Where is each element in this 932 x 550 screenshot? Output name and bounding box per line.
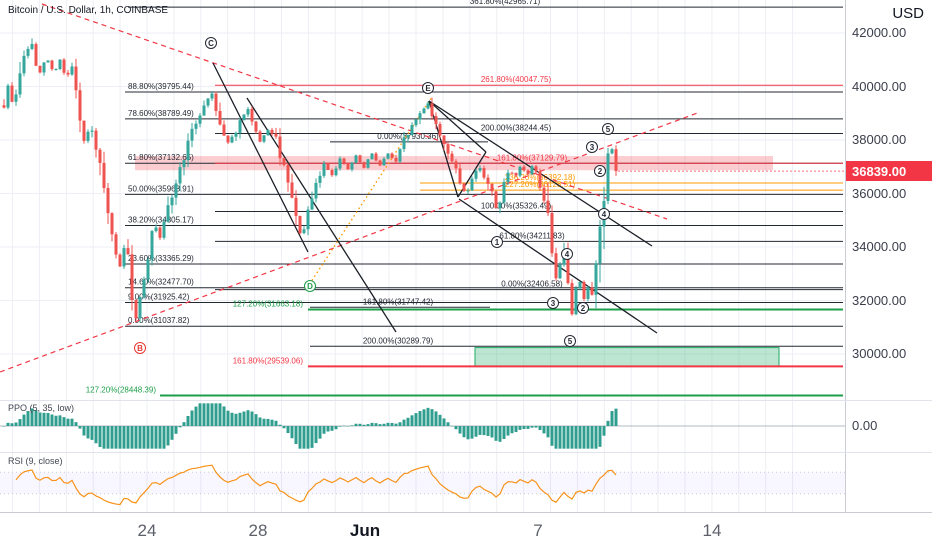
price-axis[interactable]: USD 42000.00 40000.00 38000.00 36000.00 3400… — [845, 0, 932, 512]
wave-label: 5 — [602, 123, 614, 135]
rsi-indicator-label[interactable]: RSI (9, close) — [8, 456, 63, 466]
rsi-plot — [0, 464, 845, 506]
fib-label: 61.80%(34211.83) — [499, 231, 565, 240]
svg-text:3: 3 — [590, 143, 595, 152]
fib-label: 23.60%(33365.29) — [128, 254, 194, 263]
time-axis-label: 14 — [702, 521, 722, 540]
time-axis-label: 28 — [248, 521, 268, 540]
symbol-legend[interactable]: Bitcoin / U.S. Dollar, 1h, COINBASE — [8, 5, 169, 16]
svg-text:1: 1 — [495, 238, 500, 247]
wave-label: 2 — [577, 302, 589, 314]
wave-label: C — [205, 37, 217, 49]
pane-separator[interactable] — [845, 452, 932, 453]
wave-label: 1 — [491, 236, 503, 248]
ppo-zero-label: 0.00 — [852, 418, 878, 433]
wave-label: E — [422, 82, 434, 94]
zones[interactable] — [135, 156, 780, 368]
price-axis-label: 38000.00 — [852, 132, 907, 147]
trend-lines[interactable] — [0, 3, 701, 373]
trend-line-dashed — [0, 111, 701, 373]
support-zone — [474, 347, 780, 368]
fib-label: 161.80%(29539.06) — [233, 356, 304, 365]
svg-text:4: 4 — [565, 250, 570, 259]
fib-label: 361.80%(42965.71) — [470, 0, 541, 6]
trend-line-dashed — [41, 3, 668, 220]
ppo-indicator-label[interactable]: PPO (5, 35, low) — [8, 403, 75, 413]
time-axis[interactable]: 24 28 Jun 7 14 — [0, 512, 932, 550]
chart-canvas[interactable]: 361.80%(42965.71) 261.80%(40047.75) 88.80%… — [0, 0, 845, 512]
fib-label: 61.80%(37132.65) — [128, 153, 194, 162]
last-price-badge: 36839.00 — [846, 161, 932, 182]
wave-label: D — [304, 280, 316, 292]
fib-levels[interactable]: 361.80%(42965.71) 261.80%(40047.75) 88.80%… — [86, 0, 843, 397]
wave-label: 3 — [547, 297, 559, 309]
currency-label[interactable]: USD — [892, 5, 924, 22]
fib-label: 161.80%(31747.42) — [363, 297, 434, 306]
time-axis-label: Jun — [349, 521, 381, 540]
fib-label: 200.00%(38244.45) — [481, 123, 552, 132]
svg-text:D: D — [307, 282, 313, 291]
fib-label: 161.80%(37129.79) — [497, 153, 568, 162]
wave-label: 4 — [561, 248, 573, 260]
trend-line — [246, 97, 397, 333]
wave-label: 4 — [598, 208, 610, 220]
fib-label: 38.20%(34805.17) — [128, 215, 194, 224]
chart-svg[interactable]: 361.80%(42965.71) 261.80%(40047.75) 88.80%… — [0, 0, 845, 512]
svg-text:C: C — [208, 39, 214, 48]
svg-text:B: B — [137, 344, 143, 353]
price-axis-label: 30000.00 — [852, 346, 907, 361]
price-axis-label: 34000.00 — [852, 239, 907, 254]
fib-label: 127.20%(31663.18) — [233, 300, 304, 309]
rsi-line — [15, 464, 617, 506]
svg-text:3: 3 — [551, 299, 556, 308]
svg-text:2: 2 — [598, 167, 603, 176]
wave-label: 3 — [586, 141, 598, 153]
time-axis-label: 7 — [533, 521, 543, 540]
fib-label: 100.00%(35326.49) — [481, 202, 552, 211]
svg-text:2: 2 — [581, 304, 586, 313]
svg-text:5: 5 — [568, 337, 573, 346]
ppo-histogram — [0, 403, 845, 449]
wave-label: 5 — [564, 335, 576, 347]
price-axis-label: 42000.00 — [852, 25, 907, 40]
wave-label: B — [134, 342, 146, 354]
price-axis-label: 40000.00 — [852, 78, 907, 94]
time-axis-label: 24 — [137, 521, 157, 540]
fib-label: 78.60%(38789.49) — [128, 109, 194, 118]
wave-labels[interactable]: B C D E 1 3 4 5 2 3 2 4 5 — [134, 37, 614, 354]
fib-label: 14.60%(32477.70) — [128, 278, 194, 287]
svg-text:5: 5 — [606, 125, 611, 134]
fib-label: 261.80%(40047.75) — [481, 75, 552, 84]
price-axis-label: 32000.00 — [852, 292, 907, 308]
price-axis-label: 36000.00 — [852, 185, 907, 201]
fib-label: 200.00%(30289.79) — [363, 336, 434, 345]
fib-label: 127.20%(28448.39) — [86, 386, 157, 395]
fib-label: 0.00%(31037.82) — [128, 316, 190, 325]
trend-line — [212, 62, 309, 253]
trend-line — [458, 198, 658, 334]
fib-label: 88.80%(39795.44) — [128, 82, 194, 91]
fib-label: 0.00%(32406.58) — [501, 280, 563, 289]
wave-label: 2 — [594, 165, 606, 177]
fib-label: 50.00%(35968.91) — [128, 184, 194, 193]
svg-text:4: 4 — [602, 210, 607, 219]
fib-label: 9.00%(31925.42) — [128, 293, 190, 302]
svg-text:E: E — [425, 84, 431, 93]
pane-separator[interactable] — [845, 400, 932, 401]
trend-line — [428, 100, 487, 153]
